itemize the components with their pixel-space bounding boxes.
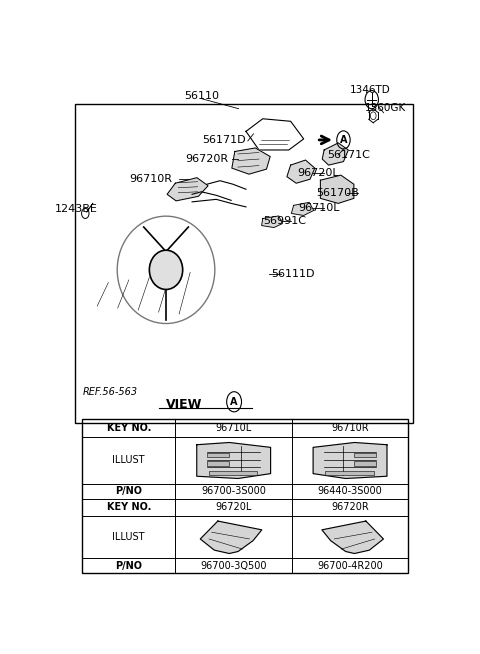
Text: VIEW: VIEW bbox=[167, 398, 203, 411]
Ellipse shape bbox=[107, 204, 226, 336]
Polygon shape bbox=[262, 216, 282, 228]
Text: 96720R: 96720R bbox=[185, 154, 228, 164]
Bar bbox=[207, 461, 229, 466]
Polygon shape bbox=[287, 160, 315, 183]
Polygon shape bbox=[322, 143, 348, 165]
Text: 1243BE: 1243BE bbox=[55, 205, 98, 215]
Polygon shape bbox=[197, 443, 271, 479]
Text: KEY NO.: KEY NO. bbox=[107, 502, 151, 512]
Text: 96720R: 96720R bbox=[331, 502, 369, 512]
Polygon shape bbox=[167, 178, 208, 201]
Text: 56991C: 56991C bbox=[264, 216, 307, 226]
Text: 56111D: 56111D bbox=[271, 269, 314, 279]
Polygon shape bbox=[291, 202, 314, 215]
Text: 96720L: 96720L bbox=[216, 502, 252, 512]
Text: 96710R: 96710R bbox=[130, 174, 173, 184]
Text: 96700-3S000: 96700-3S000 bbox=[201, 486, 266, 496]
Polygon shape bbox=[232, 148, 270, 174]
Polygon shape bbox=[321, 175, 354, 203]
Text: A: A bbox=[340, 135, 347, 145]
Bar bbox=[83, 419, 408, 573]
Text: P/NO: P/NO bbox=[115, 486, 142, 496]
Text: 96720L: 96720L bbox=[298, 168, 339, 178]
Text: ILLUST: ILLUST bbox=[112, 455, 145, 466]
Text: P/NO: P/NO bbox=[115, 560, 142, 571]
Text: 96700-4R200: 96700-4R200 bbox=[317, 560, 383, 571]
Polygon shape bbox=[200, 521, 262, 553]
Text: 56171D: 56171D bbox=[202, 135, 245, 145]
Ellipse shape bbox=[149, 250, 183, 290]
Bar bbox=[209, 471, 257, 475]
Text: KEY NO.: KEY NO. bbox=[107, 423, 151, 433]
Text: 96440-3S000: 96440-3S000 bbox=[318, 486, 383, 496]
Text: 1346TD: 1346TD bbox=[350, 84, 391, 95]
Text: 56171C: 56171C bbox=[327, 150, 370, 160]
Polygon shape bbox=[322, 521, 384, 553]
Text: 96710R: 96710R bbox=[331, 423, 369, 433]
Text: ILLUST: ILLUST bbox=[112, 532, 145, 542]
Bar bbox=[207, 453, 229, 458]
Text: 56170B: 56170B bbox=[316, 188, 359, 198]
Text: 96710L: 96710L bbox=[216, 423, 252, 433]
Bar bbox=[75, 103, 413, 423]
Polygon shape bbox=[83, 267, 268, 325]
Text: 96700-3Q500: 96700-3Q500 bbox=[201, 560, 267, 571]
Bar bbox=[354, 453, 376, 458]
Text: 56110: 56110 bbox=[184, 91, 219, 101]
Text: REF.56-563: REF.56-563 bbox=[83, 387, 138, 397]
Text: 1360GK: 1360GK bbox=[365, 103, 406, 112]
Text: A: A bbox=[230, 397, 238, 407]
Text: 96710L: 96710L bbox=[298, 203, 339, 213]
Bar bbox=[354, 461, 376, 466]
Bar bbox=[325, 471, 374, 475]
Polygon shape bbox=[313, 443, 387, 479]
Polygon shape bbox=[246, 119, 304, 150]
